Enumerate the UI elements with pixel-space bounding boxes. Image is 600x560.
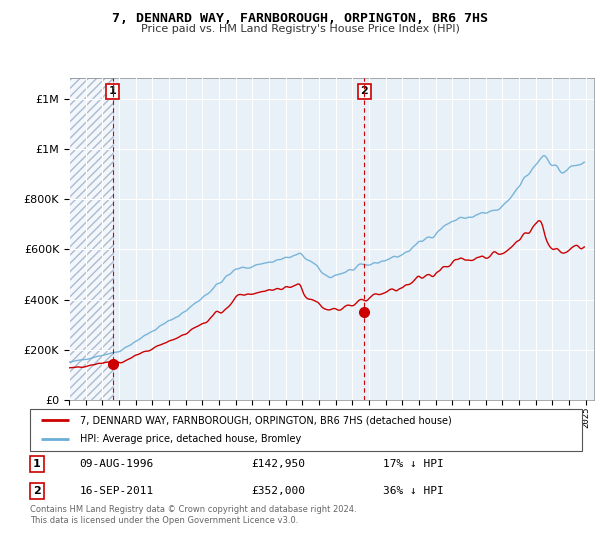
FancyBboxPatch shape [30, 409, 582, 451]
Text: 17% ↓ HPI: 17% ↓ HPI [383, 459, 444, 469]
Text: 2: 2 [33, 486, 41, 496]
Text: 1: 1 [33, 459, 41, 469]
Text: 7, DENNARD WAY, FARNBOROUGH, ORPINGTON, BR6 7HS (detached house): 7, DENNARD WAY, FARNBOROUGH, ORPINGTON, … [80, 415, 451, 425]
Text: 7, DENNARD WAY, FARNBOROUGH, ORPINGTON, BR6 7HS: 7, DENNARD WAY, FARNBOROUGH, ORPINGTON, … [112, 12, 488, 25]
Text: 36% ↓ HPI: 36% ↓ HPI [383, 486, 444, 496]
Text: 2: 2 [360, 86, 368, 96]
Text: HPI: Average price, detached house, Bromley: HPI: Average price, detached house, Brom… [80, 435, 301, 445]
Text: 09-AUG-1996: 09-AUG-1996 [80, 459, 154, 469]
Text: 16-SEP-2011: 16-SEP-2011 [80, 486, 154, 496]
Text: £352,000: £352,000 [251, 486, 305, 496]
Text: £142,950: £142,950 [251, 459, 305, 469]
Text: Contains HM Land Registry data © Crown copyright and database right 2024.
This d: Contains HM Land Registry data © Crown c… [30, 505, 356, 525]
Text: Price paid vs. HM Land Registry's House Price Index (HPI): Price paid vs. HM Land Registry's House … [140, 24, 460, 34]
Text: 1: 1 [109, 86, 116, 96]
Bar [69, 78, 113, 400]
